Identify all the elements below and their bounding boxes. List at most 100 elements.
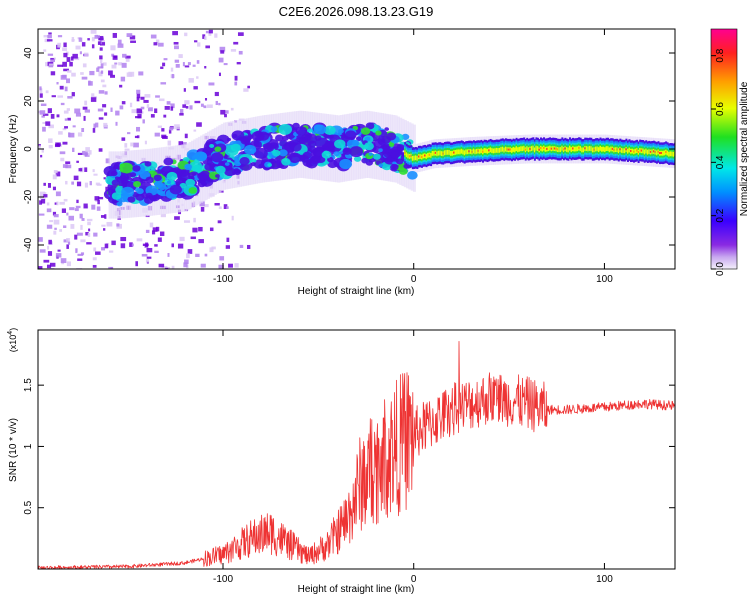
x-tick-label: 100 — [596, 274, 613, 285]
spectrogram-cell — [65, 164, 72, 169]
spectrogram-blob — [188, 187, 197, 194]
spectrogram-band — [565, 147, 568, 152]
spectrogram-band — [440, 151, 443, 156]
spectrogram-cell — [62, 128, 67, 131]
spectrogram-band — [610, 146, 613, 152]
spectrogram-cell — [108, 70, 113, 76]
spectrogram-cell — [48, 64, 54, 68]
spectrogram-cell — [183, 220, 190, 223]
spectrogram-blob — [195, 151, 208, 162]
spectrogram-cell — [198, 226, 203, 232]
spectrogram-peak — [637, 151, 641, 154]
spectrogram-cell — [100, 63, 104, 69]
spectrogram-cell — [66, 261, 71, 267]
spectrogram-band — [456, 149, 459, 155]
spectrogram-cell — [54, 144, 61, 148]
spectrogram-cell — [231, 215, 234, 221]
spectrogram-peak — [660, 151, 664, 154]
spectrogram-cell — [239, 244, 244, 249]
spectrogram-cell — [145, 259, 150, 263]
spectrogram-cell — [174, 45, 179, 50]
spectrogram-peak — [564, 147, 568, 150]
spectrogram-cell — [71, 92, 75, 97]
spectrogram-cell — [174, 59, 180, 63]
spectrogram-cell — [171, 243, 174, 248]
spectrogram-cell — [69, 61, 73, 67]
spectrogram-peak — [550, 147, 554, 150]
spectrogram-blob — [399, 167, 408, 175]
spectrogram-blob — [390, 151, 400, 159]
spectrogram-cell — [48, 124, 54, 129]
spectrogram-cell — [223, 63, 228, 66]
spectrogram-cell — [169, 126, 174, 131]
spectrogram-band — [407, 153, 410, 159]
spectrogram-blob — [156, 189, 164, 195]
spectrogram-cell — [129, 102, 133, 108]
spectrogram-cell — [184, 32, 188, 37]
spectrogram-peak — [442, 152, 446, 155]
snr-xlabel: Height of straight line (km) — [298, 584, 415, 595]
spectrogram-cell — [115, 110, 120, 116]
spectrogram-cell — [81, 128, 85, 133]
spectrogram-band — [552, 146, 555, 151]
spectrogram-peak — [613, 148, 617, 151]
spectrogram-cell — [224, 114, 227, 118]
spectrogram-blob — [136, 188, 144, 195]
spectrogram-cell — [78, 37, 83, 42]
spectrogram-peak — [471, 150, 475, 153]
spectrogram-cell — [124, 143, 128, 148]
spectrogram-cell — [99, 55, 103, 60]
spectrogram-cell — [114, 62, 118, 65]
spectrogram-cell — [39, 86, 42, 91]
spectrogram-cell — [52, 211, 57, 216]
spectrogram-band — [498, 147, 501, 153]
spectrogram-cell — [94, 196, 100, 201]
spectrogram-cell — [39, 249, 46, 253]
colorbar-tick-label: 0.6 — [715, 102, 726, 116]
spectrogram-cell — [83, 115, 86, 121]
spectrogram-cell — [89, 181, 92, 186]
spectrogram-cell — [90, 29, 97, 34]
spectrogram-cell — [59, 201, 65, 205]
spectrogram-band — [489, 147, 492, 153]
snr-multiplier: (x104) — [7, 328, 18, 352]
spectrogram-cell — [68, 215, 75, 221]
spectrogram-cell — [95, 251, 101, 255]
spectrogram-cell — [194, 100, 201, 104]
spectrogram-band — [495, 147, 498, 153]
y-tick-label: 1 — [23, 443, 34, 449]
spectrogram-blob — [263, 143, 275, 152]
spectrogram-cell — [230, 107, 234, 111]
spectrogram-cell — [119, 84, 123, 88]
spectrogram-cell — [112, 32, 117, 38]
spectrogram-band — [605, 146, 608, 151]
spectrogram-band — [646, 149, 649, 155]
y-tick-label: 1.5 — [23, 378, 34, 392]
spectrogram-band — [536, 146, 539, 151]
snr-ticks: -100 0 100 0.5 1 1.5 — [23, 330, 675, 585]
spectrogram-cell — [192, 227, 198, 233]
spectrogram-cell — [65, 180, 68, 185]
spectrogram-blob — [116, 201, 123, 207]
spectrogram-cell — [118, 62, 122, 66]
spectrogram-band — [576, 146, 579, 152]
spectrogram-blob — [407, 171, 418, 180]
spectrogram-band — [427, 152, 430, 158]
spectrogram-cell — [85, 147, 90, 152]
spectrogram-cell — [179, 113, 184, 116]
spectrogram-blob — [153, 174, 162, 182]
spectrogram-peak — [593, 148, 597, 151]
spectrogram-band — [541, 146, 544, 152]
spectrogram-band — [521, 146, 524, 152]
spectrogram-cell — [48, 138, 53, 143]
spectrogram-cell — [48, 144, 53, 149]
spectrogram-band — [648, 149, 651, 155]
y-tick-label: 0.5 — [23, 500, 34, 514]
spectrogram-cell — [246, 244, 251, 249]
spectrogram-band — [671, 151, 674, 157]
spectrogram-cell — [220, 109, 226, 115]
spectrogram-cell — [75, 112, 82, 117]
spectrogram-blob — [375, 130, 382, 136]
spectrogram-band — [463, 150, 466, 156]
spectrogram-cell — [182, 62, 185, 67]
